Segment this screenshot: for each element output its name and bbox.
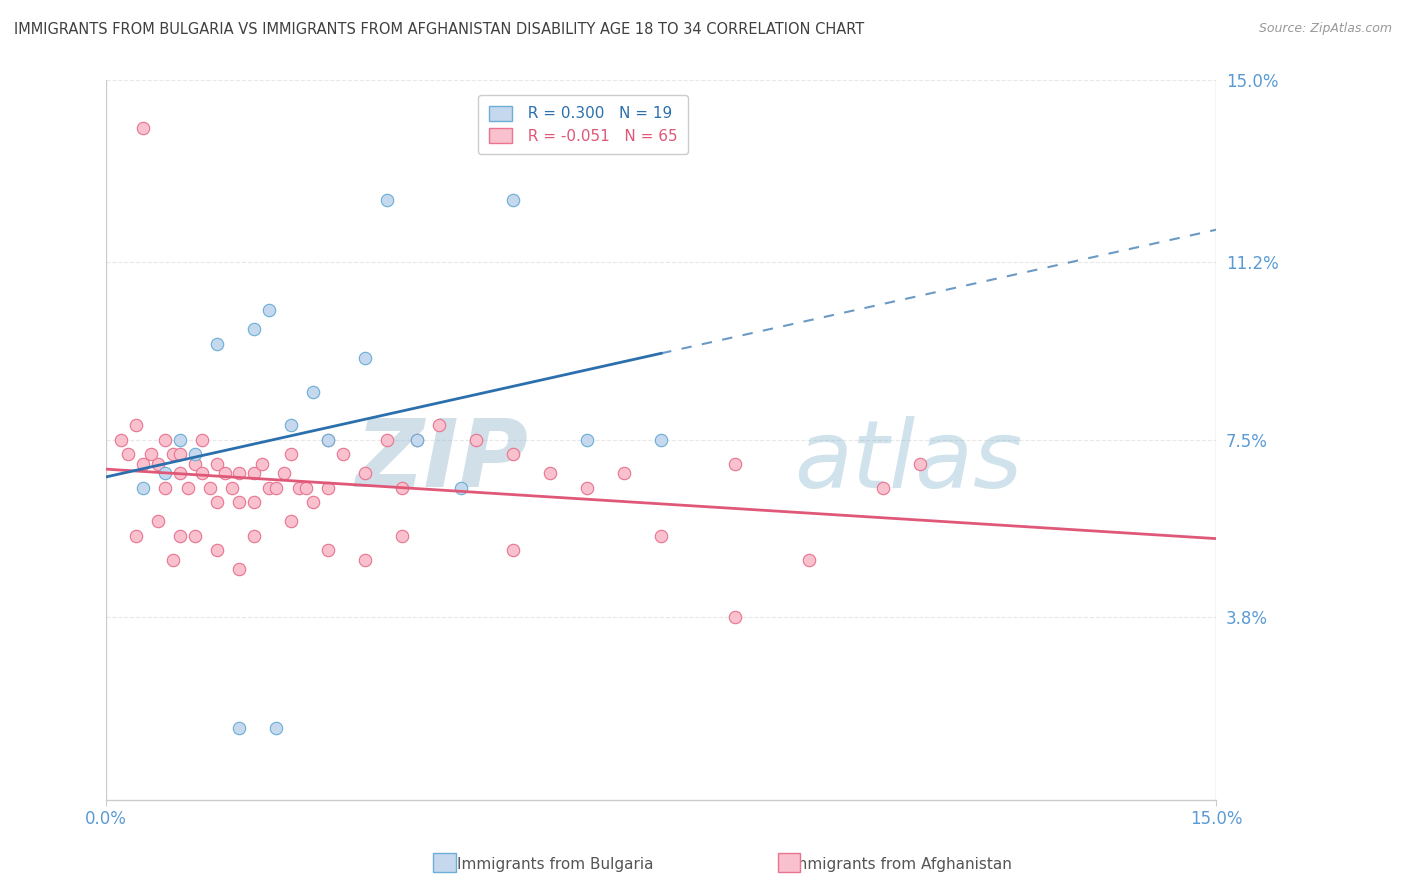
- Point: [169, 447, 191, 461]
- Point: [797, 552, 820, 566]
- Point: [162, 552, 184, 566]
- Point: [650, 433, 672, 447]
- Point: [139, 447, 162, 461]
- Point: [184, 447, 207, 461]
- Point: [724, 610, 747, 624]
- Point: [354, 467, 377, 481]
- Point: [155, 433, 177, 447]
- Point: [316, 543, 339, 558]
- Point: [205, 336, 228, 351]
- Point: [110, 433, 132, 447]
- Point: [228, 562, 250, 576]
- Point: [280, 447, 302, 461]
- Point: [273, 467, 295, 481]
- Point: [427, 418, 450, 433]
- Point: [354, 552, 377, 566]
- Point: [132, 481, 155, 495]
- Point: [377, 193, 399, 207]
- Point: [132, 120, 155, 135]
- Point: [243, 322, 266, 336]
- Point: [354, 351, 377, 366]
- Point: [406, 433, 429, 447]
- Point: [613, 467, 636, 481]
- Text: ZIP: ZIP: [356, 416, 529, 508]
- Point: [257, 303, 280, 318]
- Point: [221, 481, 243, 495]
- Point: [302, 384, 325, 399]
- Point: [908, 457, 931, 471]
- Text: Immigrants from Afghanistan: Immigrants from Afghanistan: [787, 857, 1012, 872]
- Point: [132, 457, 155, 471]
- Text: IMMIGRANTS FROM BULGARIA VS IMMIGRANTS FROM AFGHANISTAN DISABILITY AGE 18 TO 34 : IMMIGRANTS FROM BULGARIA VS IMMIGRANTS F…: [14, 22, 865, 37]
- Text: Source: ZipAtlas.com: Source: ZipAtlas.com: [1258, 22, 1392, 36]
- Point: [125, 418, 148, 433]
- Point: [295, 481, 318, 495]
- Point: [228, 467, 250, 481]
- Point: [391, 481, 413, 495]
- Point: [650, 529, 672, 543]
- Point: [169, 529, 191, 543]
- Point: [250, 457, 273, 471]
- Point: [155, 467, 177, 481]
- Point: [184, 529, 207, 543]
- Point: [316, 481, 339, 495]
- Point: [198, 481, 221, 495]
- Point: [169, 467, 191, 481]
- Point: [214, 467, 236, 481]
- Point: [243, 495, 266, 509]
- Point: [205, 495, 228, 509]
- Point: [169, 433, 191, 447]
- Point: [332, 447, 354, 461]
- Point: [450, 481, 472, 495]
- Point: [502, 447, 524, 461]
- Point: [576, 433, 599, 447]
- Point: [146, 457, 169, 471]
- Point: [257, 481, 280, 495]
- Point: [176, 481, 198, 495]
- Point: [125, 529, 148, 543]
- Point: [228, 721, 250, 735]
- Point: [538, 467, 561, 481]
- Point: [117, 447, 139, 461]
- Point: [205, 457, 228, 471]
- Point: [266, 481, 288, 495]
- Point: [391, 529, 413, 543]
- Point: [576, 481, 599, 495]
- Text: atlas: atlas: [794, 416, 1022, 507]
- Point: [872, 481, 894, 495]
- Point: [155, 481, 177, 495]
- Point: [191, 467, 214, 481]
- Point: [502, 543, 524, 558]
- Point: [205, 543, 228, 558]
- Point: [465, 433, 488, 447]
- Point: [243, 529, 266, 543]
- Point: [406, 433, 429, 447]
- Text: Immigrants from Bulgaria: Immigrants from Bulgaria: [457, 857, 654, 872]
- Point: [243, 467, 266, 481]
- Point: [302, 495, 325, 509]
- Legend:   R = 0.300   N = 19,   R = -0.051   N = 65: R = 0.300 N = 19, R = -0.051 N = 65: [478, 95, 689, 154]
- Point: [162, 447, 184, 461]
- Point: [316, 433, 339, 447]
- Point: [502, 193, 524, 207]
- Point: [724, 457, 747, 471]
- Point: [280, 514, 302, 528]
- Point: [280, 418, 302, 433]
- Point: [287, 481, 309, 495]
- Point: [316, 433, 339, 447]
- Point: [377, 433, 399, 447]
- Point: [146, 514, 169, 528]
- Point: [184, 457, 207, 471]
- Point: [266, 721, 288, 735]
- Point: [228, 495, 250, 509]
- Point: [191, 433, 214, 447]
